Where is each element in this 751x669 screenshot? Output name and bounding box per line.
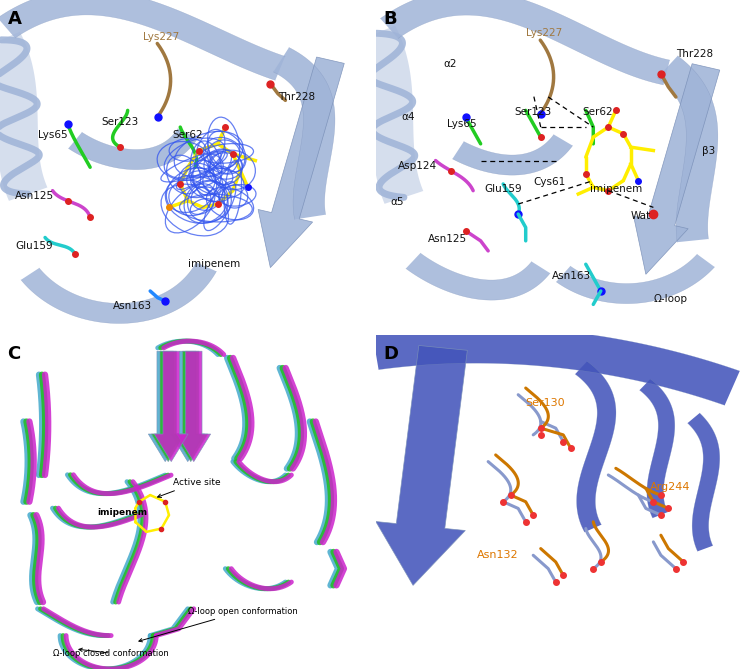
- Text: α5: α5: [391, 197, 404, 207]
- Text: Lys65: Lys65: [38, 130, 67, 140]
- Text: Lys65: Lys65: [447, 119, 476, 128]
- Polygon shape: [452, 134, 572, 175]
- Polygon shape: [372, 326, 740, 405]
- Text: Ser123: Ser123: [101, 117, 139, 127]
- Text: Glu159: Glu159: [484, 184, 522, 194]
- Text: α2: α2: [443, 59, 457, 68]
- Text: Asn125: Asn125: [15, 191, 54, 201]
- Polygon shape: [152, 351, 185, 462]
- Polygon shape: [556, 254, 715, 304]
- Text: Thr228: Thr228: [278, 92, 315, 102]
- Text: Ω-loop: Ω-loop: [653, 294, 687, 304]
- Polygon shape: [634, 64, 719, 274]
- Text: Ω-loop open conformation: Ω-loop open conformation: [139, 607, 297, 642]
- Polygon shape: [21, 262, 216, 324]
- Text: Asn125: Asn125: [428, 234, 467, 244]
- Text: imipenem: imipenem: [98, 508, 148, 517]
- Text: β3: β3: [702, 146, 716, 155]
- Text: Asn163: Asn163: [552, 271, 591, 281]
- Polygon shape: [657, 56, 718, 242]
- Text: Cys61: Cys61: [533, 177, 566, 187]
- Polygon shape: [149, 351, 182, 462]
- Text: imipenem: imipenem: [188, 260, 240, 269]
- Text: Active site: Active site: [158, 478, 220, 498]
- Text: Asp124: Asp124: [398, 161, 437, 171]
- Polygon shape: [174, 351, 208, 462]
- Polygon shape: [0, 0, 285, 80]
- Text: Glu159: Glu159: [15, 241, 53, 251]
- Text: Asn163: Asn163: [113, 301, 152, 311]
- Polygon shape: [575, 361, 616, 532]
- Polygon shape: [68, 128, 198, 170]
- Polygon shape: [406, 253, 550, 300]
- Polygon shape: [357, 25, 424, 204]
- Text: C: C: [8, 345, 21, 363]
- Text: Ser62: Ser62: [173, 130, 204, 140]
- Polygon shape: [380, 0, 670, 85]
- Text: α4: α4: [402, 112, 415, 122]
- Text: B: B: [383, 10, 397, 28]
- Polygon shape: [177, 351, 210, 462]
- Text: Lys227: Lys227: [143, 32, 179, 41]
- Text: Ser130: Ser130: [526, 398, 566, 408]
- Polygon shape: [273, 47, 335, 219]
- Polygon shape: [0, 32, 47, 201]
- Polygon shape: [376, 345, 467, 585]
- Text: Ω-loop closed conformation: Ω-loop closed conformation: [53, 648, 168, 658]
- Text: Ser123: Ser123: [514, 107, 552, 117]
- Text: Thr228: Thr228: [676, 49, 713, 58]
- Text: A: A: [8, 10, 21, 28]
- Text: imipenem: imipenem: [590, 184, 642, 194]
- Polygon shape: [155, 351, 188, 462]
- Text: Lys227: Lys227: [526, 29, 562, 38]
- Text: Ser62: Ser62: [582, 107, 613, 117]
- Polygon shape: [258, 57, 344, 268]
- Text: Arg244: Arg244: [650, 482, 690, 492]
- Polygon shape: [688, 413, 719, 551]
- Text: Wat: Wat: [631, 211, 651, 221]
- Text: Asn132: Asn132: [477, 551, 518, 560]
- Polygon shape: [640, 379, 675, 518]
- Text: D: D: [383, 345, 398, 363]
- Polygon shape: [171, 351, 204, 462]
